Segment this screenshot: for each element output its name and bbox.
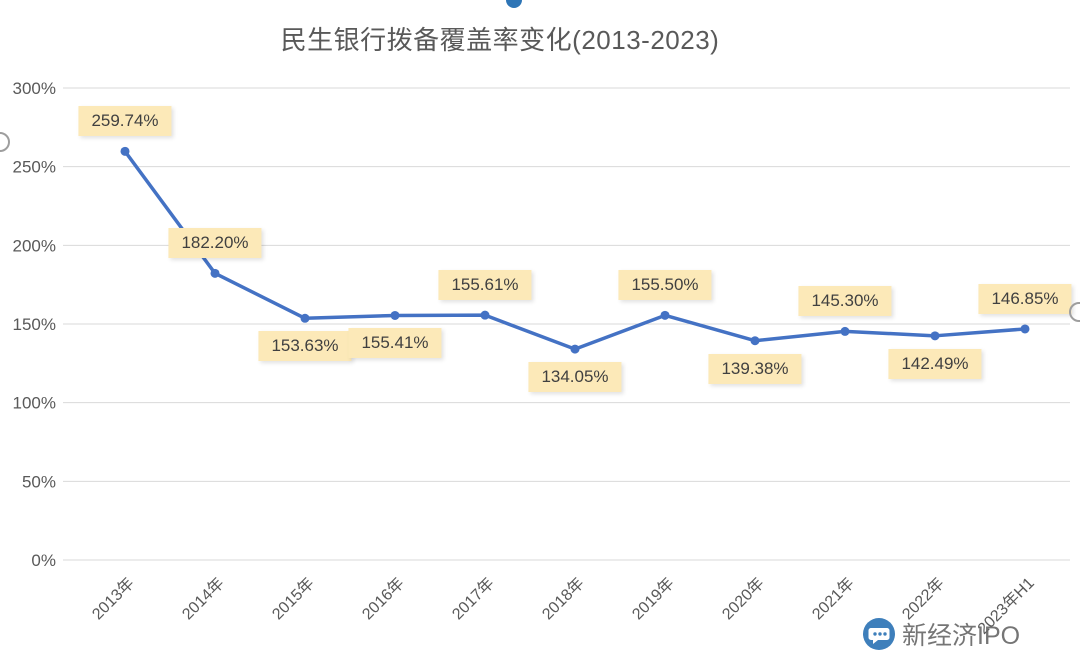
x-tick-label: 2021年	[809, 574, 858, 623]
chart-title: 民生银行拨备覆盖率变化(2013-2023)	[280, 25, 720, 55]
data-point	[570, 344, 580, 354]
x-tick-label: 2019年	[629, 574, 678, 623]
edge-ring-right	[1069, 302, 1080, 322]
data-point	[1020, 324, 1030, 334]
series-line	[123, 149, 1027, 351]
y-tick-label: 150%	[13, 315, 56, 334]
x-tick-label: 2018年	[539, 574, 588, 623]
y-tick-label: 300%	[13, 79, 56, 98]
y-tick-label: 50%	[22, 472, 56, 491]
x-tick-label: 2020年	[719, 574, 768, 623]
data-point	[300, 313, 310, 323]
x-tick-label: 2016年	[359, 574, 408, 623]
watermark-logo-icon	[862, 617, 896, 651]
y-tick-label: 0%	[31, 551, 56, 570]
data-point	[930, 331, 940, 341]
data-point	[480, 310, 490, 320]
cropped-watermark-glyph	[506, 0, 522, 8]
y-tick-label: 250%	[13, 158, 56, 177]
data-point	[390, 310, 400, 320]
y-tick-label: 100%	[13, 394, 56, 413]
x-tick-label: 2015年	[269, 574, 318, 623]
x-tick-label: 2014年	[179, 574, 228, 623]
x-tick-label: 2013年	[89, 574, 138, 623]
watermark: 新经济IPO	[862, 616, 1020, 652]
data-point	[840, 326, 850, 336]
data-point	[750, 336, 760, 346]
x-tick-label: 2017年	[449, 574, 498, 623]
data-point	[210, 268, 220, 278]
data-point	[660, 310, 670, 320]
y-tick-label: 200%	[13, 236, 56, 255]
data-point	[120, 146, 130, 156]
watermark-text: 新经济IPO	[902, 622, 1021, 650]
